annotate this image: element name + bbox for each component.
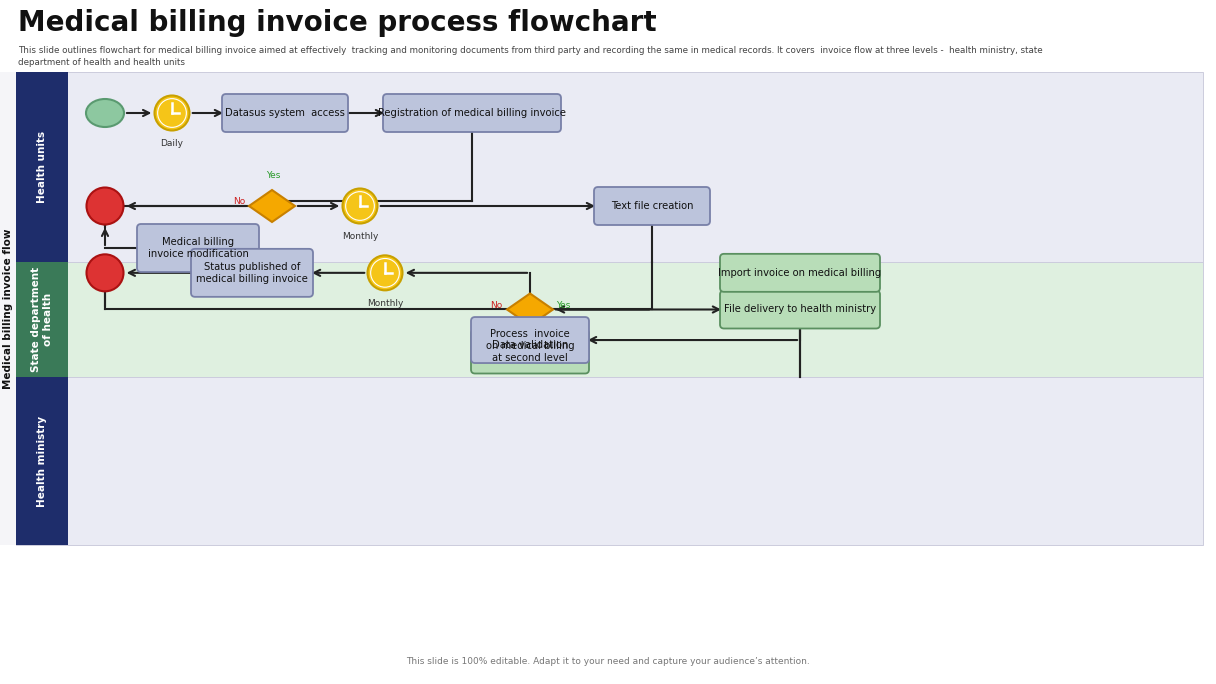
Text: No: No bbox=[233, 198, 246, 207]
FancyBboxPatch shape bbox=[191, 249, 313, 297]
Text: Data validation
at second level: Data validation at second level bbox=[491, 341, 568, 363]
FancyBboxPatch shape bbox=[137, 224, 259, 272]
Text: Medical billing invoice flow: Medical billing invoice flow bbox=[2, 228, 13, 389]
Text: Registration of medical billing invoice: Registration of medical billing invoice bbox=[378, 108, 565, 118]
Text: Daily: Daily bbox=[161, 140, 184, 148]
Circle shape bbox=[343, 189, 377, 224]
FancyBboxPatch shape bbox=[593, 187, 710, 225]
Polygon shape bbox=[507, 293, 553, 326]
Circle shape bbox=[86, 254, 124, 291]
FancyBboxPatch shape bbox=[471, 317, 589, 363]
Text: This slide is 100% editable. Adapt it to your need and capture your audience’s a: This slide is 100% editable. Adapt it to… bbox=[406, 657, 810, 666]
Text: Medical billing invoice process flowchart: Medical billing invoice process flowchar… bbox=[18, 9, 657, 37]
Text: Yes: Yes bbox=[266, 171, 280, 180]
Text: Monthly: Monthly bbox=[367, 300, 404, 308]
Text: Monthly: Monthly bbox=[342, 233, 378, 241]
Circle shape bbox=[367, 255, 402, 290]
Text: No: No bbox=[490, 301, 502, 310]
Text: File delivery to health ministry: File delivery to health ministry bbox=[724, 304, 876, 315]
Text: Health ministry: Health ministry bbox=[36, 415, 47, 507]
FancyBboxPatch shape bbox=[720, 254, 880, 292]
FancyBboxPatch shape bbox=[16, 377, 68, 545]
Text: Status published of
medical billing invoice: Status published of medical billing invo… bbox=[196, 262, 308, 284]
Text: Medical billing
invoice modification: Medical billing invoice modification bbox=[147, 237, 248, 259]
FancyBboxPatch shape bbox=[383, 94, 561, 132]
FancyBboxPatch shape bbox=[16, 72, 68, 262]
Text: This slide outlines flowchart for medical billing invoice aimed at effectively  : This slide outlines flowchart for medica… bbox=[18, 46, 1042, 67]
FancyBboxPatch shape bbox=[471, 330, 589, 373]
Circle shape bbox=[154, 96, 190, 131]
Polygon shape bbox=[249, 190, 295, 222]
Text: Import invoice on medical billing: Import invoice on medical billing bbox=[719, 268, 882, 278]
Text: Yes: Yes bbox=[556, 301, 570, 310]
FancyBboxPatch shape bbox=[720, 291, 880, 328]
Text: Process  invoice
on medical billing: Process invoice on medical billing bbox=[485, 329, 574, 352]
FancyBboxPatch shape bbox=[16, 377, 1203, 545]
Circle shape bbox=[86, 187, 124, 224]
Ellipse shape bbox=[86, 99, 124, 127]
Text: Text file creation: Text file creation bbox=[610, 201, 693, 211]
FancyBboxPatch shape bbox=[16, 72, 1203, 262]
FancyBboxPatch shape bbox=[16, 262, 68, 377]
Text: Health units: Health units bbox=[36, 131, 47, 203]
FancyBboxPatch shape bbox=[16, 262, 1203, 377]
FancyBboxPatch shape bbox=[223, 94, 348, 132]
Text: State department
of health: State department of health bbox=[32, 267, 52, 372]
Text: Datasus system  access: Datasus system access bbox=[225, 108, 345, 118]
FancyBboxPatch shape bbox=[0, 72, 16, 545]
